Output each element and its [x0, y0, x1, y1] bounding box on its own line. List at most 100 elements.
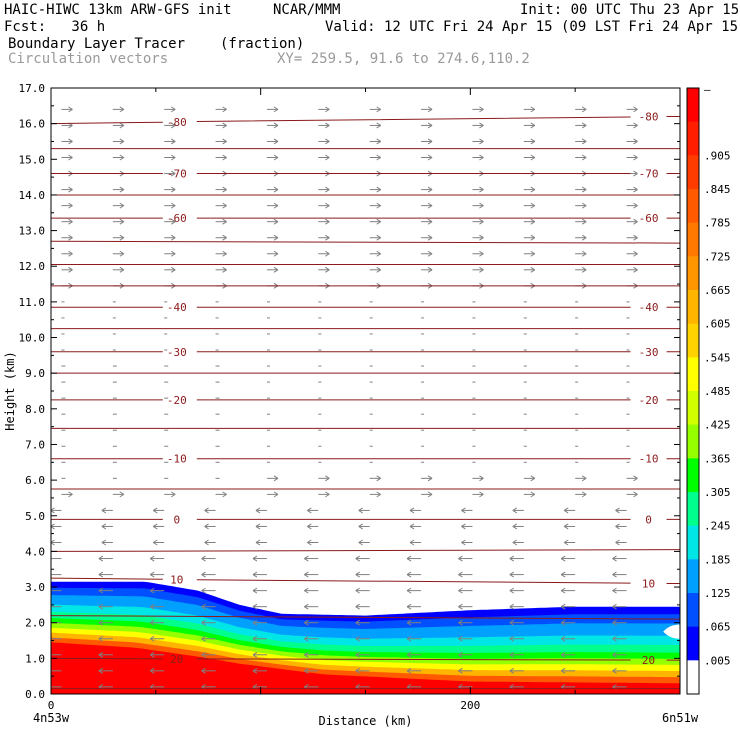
contour-label: 10 [170, 573, 183, 586]
wind-vector-head [325, 266, 330, 273]
wind-vector-head [307, 507, 312, 514]
temperature-contour [51, 240, 680, 244]
wind-vector-head [358, 523, 363, 530]
wind-vector-head [530, 154, 536, 161]
wind-vector-head [355, 555, 360, 562]
colorbar-swatch [687, 121, 699, 156]
colorbar-swatch [687, 391, 699, 426]
wind-vector-head [119, 138, 125, 145]
wind-vector-head [201, 619, 206, 626]
wind-vector-head [406, 587, 412, 594]
wind-vector-head [633, 186, 638, 193]
contour-label: -30 [639, 346, 659, 359]
colorbar-swatch [687, 256, 699, 291]
wind-vector-head [325, 491, 330, 498]
wind-vector-head [581, 122, 587, 129]
wind-vector-head [170, 218, 176, 225]
wind-vector-head [612, 587, 617, 594]
wind-vector-head [170, 122, 176, 129]
wind-vector-head [633, 170, 638, 177]
wind-vector-head [119, 234, 125, 241]
wind-vector-head [479, 122, 484, 129]
wind-vector-head [119, 154, 125, 161]
wind-vector-head [255, 539, 261, 546]
colorbar-label: .905 [704, 149, 731, 162]
wind-vector-head [458, 619, 463, 626]
wind-vector-head [98, 571, 104, 578]
contour-label: -30 [167, 346, 187, 359]
contour-label: 20 [170, 653, 183, 666]
wind-vector-head [461, 539, 466, 546]
wind-vector-head [512, 539, 518, 546]
wind-vector-head [358, 507, 363, 514]
colorbar-label: .845 [704, 183, 731, 196]
wind-vector-head [98, 619, 104, 626]
wind-vector-head [376, 186, 381, 193]
colorbar-swatch [687, 189, 699, 224]
wind-vector-head [479, 266, 484, 273]
wind-vector-head [201, 667, 206, 674]
wind-vector-head [406, 635, 412, 642]
wind-vector-head [201, 571, 206, 578]
colorbar-label: .365 [704, 452, 731, 465]
model-title: HAIC-HIWC 13km ARW-GFS init [4, 2, 232, 18]
wind-vector-head [427, 250, 433, 257]
colorbar-frame [686, 87, 700, 695]
x-axis-label: Distance (km) [319, 714, 413, 728]
wind-vector-head [479, 218, 484, 225]
wind-vector-head [406, 619, 412, 626]
wind-vector-head [509, 587, 515, 594]
wind-vector-head [581, 202, 587, 209]
colorbar-swatch [687, 559, 699, 594]
wind-vector-head [376, 154, 381, 161]
wind-vector-head [273, 186, 279, 193]
forecast-hour: Fcst: 36 h [4, 19, 106, 35]
colorbar-label: .605 [704, 318, 731, 331]
y-tick-label: 17.0 [19, 82, 46, 95]
wind-vector-head [68, 138, 73, 145]
wind-vector-head [427, 266, 433, 273]
wind-vector-head [479, 234, 484, 241]
colorbar-label: .425 [704, 419, 731, 432]
wind-vector-head [68, 234, 73, 241]
y-tick-label: 5.0 [25, 510, 45, 523]
wind-vector-head [355, 587, 360, 594]
wind-vector-head [255, 523, 261, 530]
y-tick-label: 10.0 [19, 332, 46, 345]
wind-vector-head [612, 571, 617, 578]
y-tick-label: 8.0 [25, 403, 45, 416]
wind-vector-head [458, 603, 463, 610]
wind-vector-head [479, 106, 484, 113]
wind-vector-head [530, 266, 536, 273]
wind-vector-head [560, 571, 566, 578]
wind-vector-head [633, 106, 638, 113]
wind-vector-head [149, 651, 155, 658]
wind-vector-head [152, 507, 158, 514]
colorbar-label: .065 [704, 621, 731, 634]
y-tick-label: 3.0 [25, 581, 45, 594]
wind-vector-head [170, 266, 176, 273]
wind-vector-head [68, 266, 73, 273]
wind-vector-head [170, 170, 176, 177]
wind-vector-head [633, 250, 638, 257]
colorbar-label: .005 [704, 654, 731, 667]
wind-vector-head [479, 138, 484, 145]
wind-vector-head [68, 250, 73, 257]
wind-vector-head [304, 651, 309, 658]
cross-section-coords: XY= 259.5, 91.6 to 274.6,110.2 [277, 51, 530, 67]
wind-vector-head [307, 523, 312, 530]
wind-vector-head [479, 491, 484, 498]
temperature-contour [51, 116, 680, 125]
y-tick-label: 16.0 [19, 118, 46, 131]
wind-vector-head [252, 635, 258, 642]
x-end-label: 6n51w [662, 711, 699, 725]
wind-vector-head [119, 122, 125, 129]
wind-vector-head [633, 491, 638, 498]
wind-vector-head [633, 266, 638, 273]
wind-vector-head [98, 587, 104, 594]
wind-vector-head [119, 218, 125, 225]
x-tick-label: 0 [48, 699, 55, 712]
wind-vector-head [376, 250, 381, 257]
contour-label: -80 [167, 116, 187, 129]
wind-vector-head [304, 571, 309, 578]
